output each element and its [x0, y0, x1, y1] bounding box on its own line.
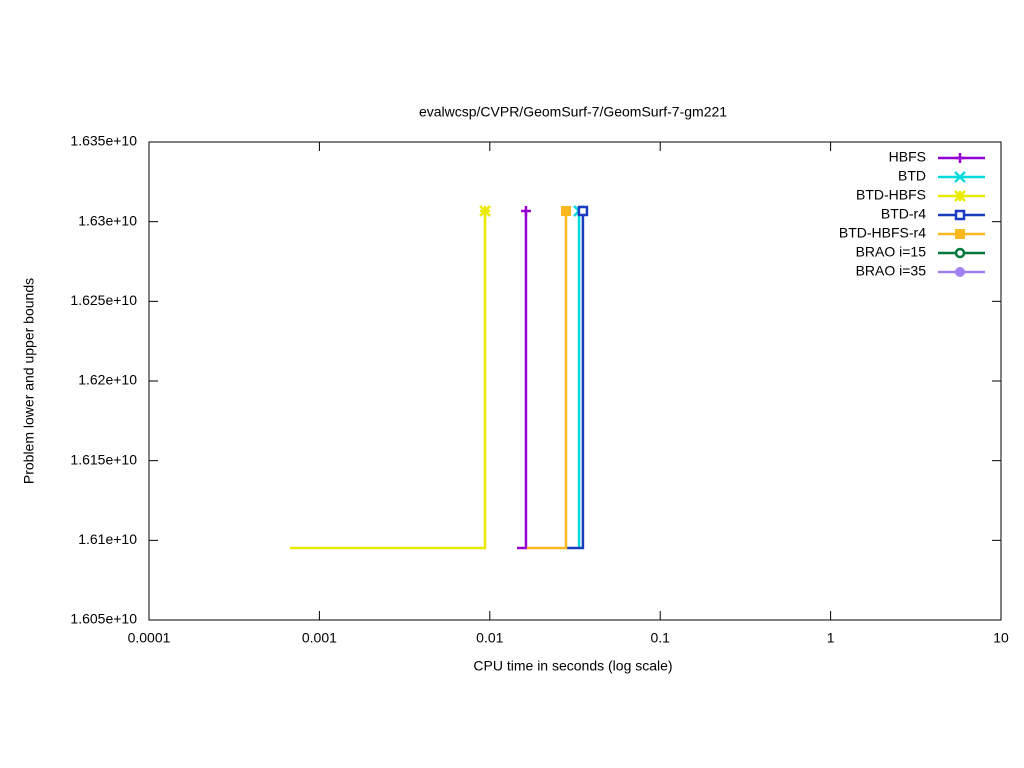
y-tick-label: 1.63e+10 — [78, 212, 137, 228]
legend-label: BTD-HBFS — [856, 187, 926, 203]
legend-label: BTD — [898, 168, 926, 184]
x-tick-label: 10 — [993, 630, 1009, 646]
marker-shape — [560, 205, 571, 216]
marker-shape — [954, 247, 966, 259]
marker-stroke — [479, 205, 491, 217]
legend-marker — [954, 190, 966, 202]
point-marker — [520, 205, 531, 216]
legend-marker — [955, 153, 965, 163]
y-tick-label: 1.61e+10 — [78, 531, 137, 547]
y-tick-label: 1.605e+10 — [70, 611, 137, 627]
point-marker — [479, 205, 491, 217]
legend-label: BRAO i=15 — [856, 244, 927, 260]
series-line — [517, 210, 528, 550]
series-line — [565, 210, 585, 550]
x-tick-label: 0.1 — [650, 630, 670, 646]
x-tick-label: 0.001 — [302, 630, 337, 646]
point-marker — [560, 205, 571, 216]
y-axis-label: Problem lower and upper bounds — [21, 278, 37, 484]
marker-shape — [954, 209, 966, 221]
chart-title: evalwcsp/CVPR/GeomSurf-7/GeomSurf-7-gm22… — [419, 104, 727, 120]
marker-shape — [955, 267, 965, 277]
legend-marker — [955, 267, 965, 277]
x-tick-label: 0.01 — [476, 630, 503, 646]
marker-shape — [577, 205, 589, 217]
y-tick-label: 1.625e+10 — [70, 292, 137, 308]
legend-label: HBFS — [889, 149, 926, 165]
y-tick-label: 1.635e+10 — [70, 133, 137, 149]
y-tick-label: 1.615e+10 — [70, 451, 137, 467]
y-tick-label: 1.62e+10 — [78, 372, 137, 388]
legend-label: BTD-HBFS-r4 — [839, 225, 926, 241]
legend-label: BTD-r4 — [881, 206, 926, 222]
x-axis-label: CPU time in seconds (log scale) — [473, 658, 672, 674]
series-line — [526, 210, 568, 550]
marker-stroke — [954, 190, 966, 202]
series-line — [289, 210, 487, 550]
marker-stroke — [954, 171, 966, 183]
legend-label: BRAO i=35 — [856, 263, 927, 279]
marker-shape — [955, 229, 965, 239]
point-marker — [577, 205, 589, 217]
legend-marker — [954, 209, 966, 221]
x-tick-label: 1 — [827, 630, 835, 646]
legend-marker — [954, 247, 966, 259]
legend-marker — [955, 229, 965, 239]
legend-marker — [954, 171, 966, 183]
x-tick-label: 0.0001 — [128, 630, 171, 646]
